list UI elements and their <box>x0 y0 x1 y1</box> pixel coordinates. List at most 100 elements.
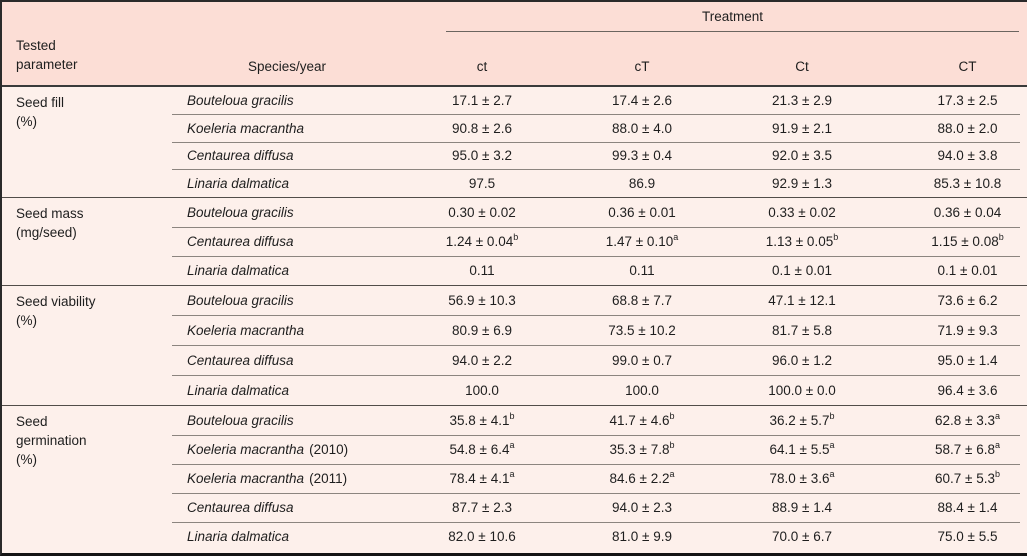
species-latin-name: Koeleria macrantha <box>187 442 305 457</box>
value-cell: 80.9 ± 6.9 <box>452 323 512 339</box>
col-header-ct-lowercase: ct <box>476 59 488 74</box>
significance-letter: a <box>994 410 1000 421</box>
value-cell: 64.1 ± 5.5a <box>769 439 835 457</box>
value-cell: 88.9 ± 1.4 <box>772 500 832 515</box>
species-name: Centaurea diffusa <box>172 353 402 368</box>
value-cell: 58.7 ± 6.8a <box>935 439 1000 457</box>
value-cell: 78.4 ± 4.1a <box>449 468 515 486</box>
value-cell: 95.0 ± 3.2 <box>452 148 512 164</box>
value-cell: 60.7 ± 5.3b <box>935 468 1000 486</box>
value-cell: 73.5 ± 10.2 <box>608 323 676 339</box>
col-header-treatment: Treatment <box>701 9 764 24</box>
value-cell: 92.0 ± 3.5 <box>772 148 832 164</box>
value-cell: 78.0 ± 3.6a <box>769 468 835 486</box>
table-row: Centaurea diffusa 95.0 ± 3.2 99.3 ± 0.4 92.… <box>2 141 1027 170</box>
table-row: Koeleria macrantha (2010) 54.8 ± 6.4a 35.3 … <box>2 434 1027 464</box>
species-name: Bouteloua gracilis <box>172 293 402 308</box>
species-latin-name: Bouteloua gracilis <box>187 93 294 109</box>
species-name: Koeleria macrantha <box>172 323 402 338</box>
value-cell: 54.8 ± 6.4a <box>449 439 515 457</box>
value-cell: 100.0 ± 0.0 <box>768 382 836 398</box>
species-latin-name: Centaurea diffusa <box>187 234 294 249</box>
parameter-label: Seed fill (%) <box>16 95 65 129</box>
species-name: Bouteloua gracilis <box>172 93 402 108</box>
table-row: Bouteloua gracilis 17.1 ± 2.7 17.4 ± 2.6 21… <box>2 87 1027 115</box>
species-latin-name: Bouteloua gracilis <box>187 413 294 428</box>
species-latin-name: Linaria dalmatica <box>187 529 290 544</box>
species-name: Koeleria macrantha (2011) <box>172 471 402 486</box>
value-cell: 96.4 ± 3.6 <box>937 382 998 398</box>
value-cell: 1.15 ± 0.08b <box>931 231 1004 249</box>
value-cell: 94.0 ± 3.8 <box>937 148 998 164</box>
value-cell: 1.24 ± 0.04b <box>445 231 519 249</box>
table-row: Koeleria macrantha 90.8 ± 2.6 88.0 ± 4.0 91… <box>2 114 1027 143</box>
table-row: Linaria dalmatica 97.5 86.9 92.9 ± 1.3 85.3 … <box>2 169 1027 198</box>
value-cell: 100.0 <box>465 382 499 398</box>
species-name: Linaria dalmatica <box>172 529 402 544</box>
value-cell: 90.8 ± 2.6 <box>452 120 512 136</box>
species-latin-name: Koeleria macrantha <box>187 471 305 486</box>
value-cell: 1.47 ± 0.10a <box>605 231 679 249</box>
value-cell: 17.1 ± 2.7 <box>452 93 512 109</box>
table-header: Tested parameter Species/year Treatment … <box>2 2 1027 87</box>
col-header-cT: cT <box>634 59 650 74</box>
value-cell: 94.0 ± 2.3 <box>612 500 672 515</box>
significance-letter: a <box>673 231 679 242</box>
value-cell: 94.0 ± 2.2 <box>452 352 512 368</box>
species-year: (2011) <box>309 471 348 486</box>
col-header-species-year: Species/year <box>247 59 327 74</box>
value-cell: 73.6 ± 6.2 <box>937 293 998 309</box>
significance-letter: a <box>509 439 515 450</box>
value-cell: 92.9 ± 1.3 <box>772 175 832 191</box>
species-latin-name: Bouteloua gracilis <box>187 293 294 309</box>
value-cell: 17.4 ± 2.6 <box>612 93 672 109</box>
table-row: Koeleria macrantha 80.9 ± 6.9 73.5 ± 10.2 8… <box>2 315 1027 346</box>
value-cell: 41.7 ± 4.6b <box>609 410 675 428</box>
significance-letter: b <box>513 231 519 242</box>
significance-letter: b <box>509 410 515 421</box>
species-name: Linaria dalmatica <box>172 176 402 191</box>
value-cell: 56.9 ± 10.3 <box>448 293 516 309</box>
parameter-label: Seed germination (%) <box>16 414 87 467</box>
species-latin-name: Bouteloua gracilis <box>187 205 294 220</box>
value-cell: 100.0 <box>625 382 659 398</box>
parameter-group: Seed mass (mg/seed) Bouteloua gracilis 0.3… <box>2 197 1027 285</box>
species-name: Centaurea diffusa <box>172 234 402 249</box>
species-latin-name: Linaria dalmatica <box>187 175 290 191</box>
value-cell: 87.7 ± 2.3 <box>452 500 512 515</box>
value-cell: 21.3 ± 2.9 <box>772 93 832 109</box>
value-cell: 99.0 ± 0.7 <box>612 352 672 368</box>
value-cell: 91.9 ± 2.1 <box>772 120 832 136</box>
significance-letter: b <box>833 231 839 242</box>
value-cell: 0.36 ± 0.04 <box>933 205 1002 220</box>
species-name: Koeleria macrantha <box>172 121 402 136</box>
treatment-underline <box>446 31 1019 32</box>
table-row: Koeleria macrantha (2011) 78.4 ± 4.1a 84.6 … <box>2 463 1027 493</box>
table-row: Bouteloua gracilis 56.9 ± 10.3 68.8 ± 7.7 4… <box>2 286 1027 316</box>
species-latin-name: Koeleria macrantha <box>187 120 305 136</box>
value-cell: 17.3 ± 2.5 <box>937 93 998 109</box>
value-cell: 95.0 ± 1.4 <box>937 352 998 368</box>
species-latin-name: Linaria dalmatica <box>187 263 290 278</box>
value-cell: 81.7 ± 5.8 <box>772 323 832 339</box>
value-cell: 0.11 <box>469 263 495 278</box>
value-cell: 82.0 ± 10.6 <box>448 529 516 544</box>
col-header-Ct: Ct <box>795 59 809 74</box>
significance-letter: b <box>994 468 1000 479</box>
significance-letter: b <box>829 410 835 421</box>
value-cell: 88.0 ± 2.0 <box>937 120 998 136</box>
species-latin-name: Koeleria macrantha <box>187 323 305 339</box>
value-cell: 99.3 ± 0.4 <box>612 148 672 164</box>
value-cell: 75.0 ± 5.5 <box>937 529 998 544</box>
value-cell: 0.36 ± 0.01 <box>608 205 676 220</box>
parameter-group: Seed viability (%) Bouteloua gracilis 56.9… <box>2 285 1027 405</box>
species-latin-name: Centaurea diffusa <box>187 500 294 515</box>
species-name: Centaurea diffusa <box>172 500 402 515</box>
significance-letter: a <box>829 468 835 479</box>
value-cell: 70.0 ± 6.7 <box>772 529 832 544</box>
value-cell: 86.9 <box>628 175 656 191</box>
value-cell: 0.1 ± 0.01 <box>772 263 832 278</box>
value-cell: 68.8 ± 7.7 <box>612 293 672 309</box>
table-row: Linaria dalmatica 0.11 0.11 0.1 ± 0.01 0.1 ±… <box>2 255 1027 285</box>
